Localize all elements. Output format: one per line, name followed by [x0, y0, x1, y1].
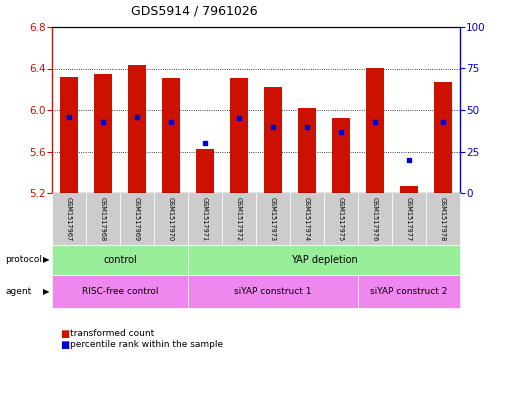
Text: GSM1517968: GSM1517968 [100, 197, 106, 241]
Text: agent: agent [5, 287, 31, 296]
Bar [162, 78, 181, 193]
Text: percentile rank within the sample: percentile rank within the sample [70, 340, 223, 349]
Text: GSM1517967: GSM1517967 [66, 197, 72, 241]
Text: ▶: ▶ [43, 255, 49, 264]
Text: GSM1517969: GSM1517969 [134, 197, 140, 241]
Bar [195, 149, 214, 193]
Text: GSM1517978: GSM1517978 [440, 197, 446, 241]
Text: GSM1517971: GSM1517971 [202, 197, 208, 241]
Text: YAP depletion: YAP depletion [291, 255, 358, 265]
Bar [298, 108, 317, 193]
Text: GSM1517975: GSM1517975 [338, 197, 344, 241]
Text: RISC-free control: RISC-free control [82, 287, 158, 296]
Text: GSM1517974: GSM1517974 [304, 197, 310, 241]
Text: GSM1517976: GSM1517976 [372, 197, 378, 241]
Text: siYAP construct 1: siYAP construct 1 [234, 287, 312, 296]
Text: protocol: protocol [5, 255, 42, 264]
Bar [331, 118, 350, 193]
Bar [366, 68, 384, 193]
Bar [433, 82, 452, 193]
Text: GSM1517973: GSM1517973 [270, 197, 276, 241]
Text: GSM1517972: GSM1517972 [236, 197, 242, 241]
Bar [264, 87, 282, 193]
Bar [128, 65, 146, 193]
Text: transformed count: transformed count [70, 329, 154, 338]
Text: control: control [103, 255, 137, 265]
Text: siYAP construct 2: siYAP construct 2 [370, 287, 448, 296]
Bar [400, 186, 418, 193]
Text: GSM1517977: GSM1517977 [406, 197, 412, 241]
Bar [94, 74, 112, 193]
Text: ■: ■ [60, 329, 69, 339]
Bar [60, 77, 78, 193]
Bar [230, 78, 248, 193]
Text: GDS5914 / 7961026: GDS5914 / 7961026 [131, 5, 258, 18]
Text: ▶: ▶ [43, 287, 49, 296]
Text: GSM1517970: GSM1517970 [168, 197, 174, 241]
Text: ■: ■ [60, 340, 69, 350]
